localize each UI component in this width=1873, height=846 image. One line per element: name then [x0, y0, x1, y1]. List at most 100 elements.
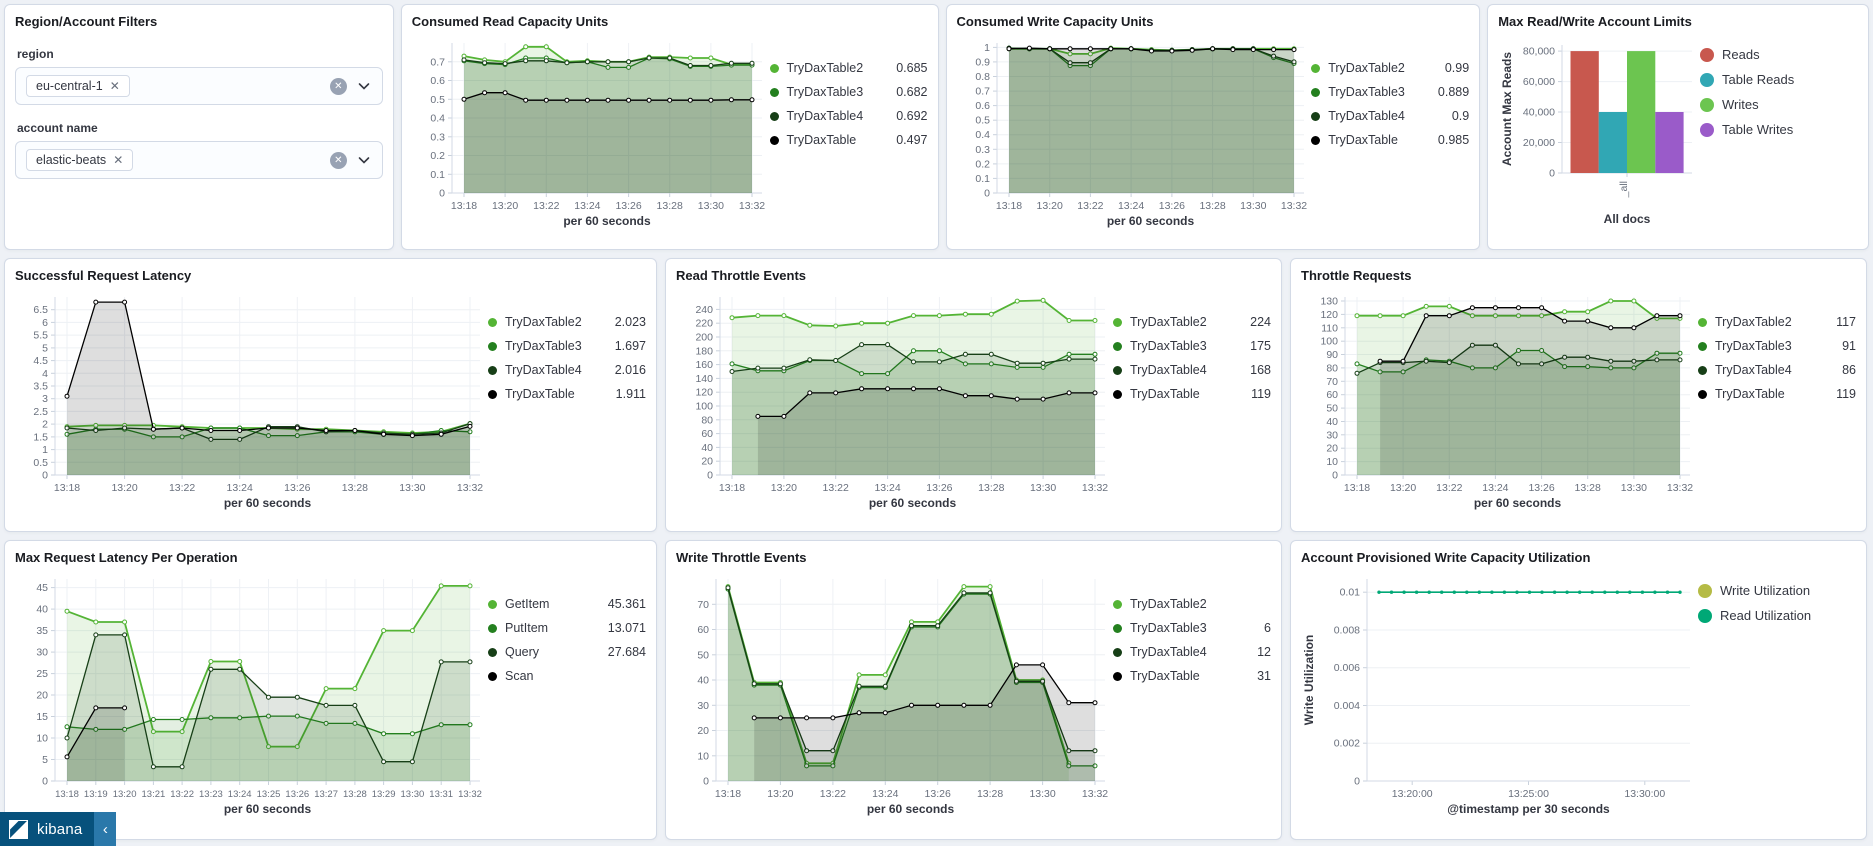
legend-series-value: 13.071 — [607, 621, 646, 635]
svg-text:13:18: 13:18 — [1344, 482, 1370, 494]
account-name-combobox[interactable]: elastic-beats ✕ ✕ — [15, 141, 383, 179]
clear-selection-icon[interactable]: ✕ — [329, 151, 347, 169]
chevron-down-icon[interactable] — [356, 152, 372, 168]
legend-series-label: Write Utilization — [1720, 583, 1811, 598]
svg-text:90: 90 — [1326, 349, 1338, 361]
legend-series-label: TryDaxTable3 — [1130, 339, 1207, 353]
series-color-dot-icon — [769, 63, 779, 73]
legend-item-writes[interactable]: Writes — [1700, 97, 1858, 112]
legend-item-trydaxtable[interactable]: TryDaxTable 1.911 — [488, 387, 646, 401]
region-selected-pill[interactable]: eu-central-1 ✕ — [26, 75, 130, 97]
panel-title: Max Read/Write Account Limits — [1498, 14, 1692, 29]
legend-series-label: Reads — [1722, 47, 1760, 62]
svg-text:50: 50 — [697, 649, 709, 661]
legend-series-label: PutItem — [505, 621, 549, 635]
legend-item-trydaxtable4[interactable]: TryDaxTable4 168 — [1113, 363, 1271, 377]
svg-text:13:30: 13:30 — [1029, 788, 1055, 800]
svg-text:13:27: 13:27 — [314, 789, 338, 800]
legend-series-label: TryDaxTable4 — [1715, 363, 1792, 377]
legend-item-query[interactable]: Query 27.684 — [488, 645, 646, 659]
region-combobox[interactable]: eu-central-1 ✕ ✕ — [15, 67, 383, 105]
chart-canvas-request-latency[interactable]: 0 0.5 1 1.5 2 2.5 3 3.5 4 4.5 5 5.5 6 6.5 13:18 13:20 13… — [15, 287, 488, 511]
legend-item-table-writes[interactable]: Table Writes — [1700, 122, 1858, 137]
legend-item-trydaxtable2[interactable]: TryDaxTable2 224 — [1113, 315, 1271, 329]
series-color-dot-icon — [488, 599, 497, 609]
legend-item-reads[interactable]: Reads — [1700, 47, 1858, 62]
chart-canvas-read-throttle[interactable]: 0 20 40 60 80 100 120 140 160 180 200 220 240 13:18 13… — [676, 287, 1113, 511]
legend-series-label: TryDaxTable3 — [786, 85, 864, 99]
remove-pill-icon[interactable]: ✕ — [113, 153, 124, 167]
svg-text:10: 10 — [1326, 456, 1338, 468]
legend-series-label: Table Reads — [1722, 72, 1795, 87]
chart-canvas-write-throttle[interactable]: 0 10 20 30 40 50 60 70 13:18 13:20 13:22 13:24 13:26… — [676, 569, 1113, 817]
legend-item-trydaxtable3[interactable]: TryDaxTable3 175 — [1113, 339, 1271, 353]
legend-item-getitem[interactable]: GetItem 45.361 — [488, 597, 646, 611]
series-color-dot-icon — [1698, 608, 1712, 623]
svg-text:13:20: 13:20 — [767, 788, 793, 800]
svg-text:5: 5 — [42, 342, 48, 354]
chart-canvas-read-capacity[interactable]: 0 0.1 0.2 0.3 0.4 0.5 0.6 0.7 13:18 13:20 13:22 13:… — [412, 33, 770, 229]
svg-text:13:32: 13:32 — [1667, 482, 1693, 494]
collapse-nav-chevron-icon[interactable]: ‹ — [94, 812, 117, 846]
legend-item-trydaxtable2[interactable]: TryDaxTable2 117 — [1698, 315, 1856, 329]
legend-item-read-utilization[interactable]: Read Utilization — [1698, 608, 1856, 623]
account-name-pill-label: elastic-beats — [36, 153, 107, 167]
svg-text:10: 10 — [697, 750, 709, 762]
legend-item-trydaxtable4[interactable]: TryDaxTable4 12 — [1113, 645, 1271, 659]
panel-write-throttle-events: Write Throttle Events 0 10 20 30 40 50 60 70 13:… — [665, 540, 1282, 840]
svg-text:13:18: 13:18 — [719, 482, 745, 494]
svg-text:3: 3 — [42, 393, 48, 405]
legend-item-trydaxtable2[interactable]: TryDaxTable2 0.685 — [769, 61, 928, 75]
chart-svg: 00.511.522.533.544.555.566.5 13:18 13:20 13… — [33, 297, 483, 510]
legend-item-putitem[interactable]: PutItem 13.071 — [488, 621, 646, 635]
region-pill-label: eu-central-1 — [36, 79, 103, 93]
svg-text:30: 30 — [1326, 429, 1338, 441]
legend-item-trydaxtable3[interactable]: TryDaxTable3 1.697 — [488, 339, 646, 353]
svg-text:13:24: 13:24 — [872, 788, 898, 800]
legend-item-trydaxtable2[interactable]: TryDaxTable2 0.99 — [1311, 61, 1469, 75]
account-name-selected-pill[interactable]: elastic-beats ✕ — [26, 149, 134, 171]
legend-item-trydaxtable4[interactable]: TryDaxTable4 0.692 — [769, 109, 928, 123]
legend-item-trydaxtable[interactable]: TryDaxTable 119 — [1698, 387, 1856, 401]
chart-canvas-write-utilization[interactable]: 0 0.002 0.004 0.006 0.008 0.01 13:20:00 13:25:0… — [1301, 569, 1698, 817]
legend-series-value: 91 — [1842, 339, 1856, 353]
panel-consumed-write-capacity: Consumed Write Capacity Units 0 0.1 0.2 0.3… — [945, 4, 1481, 250]
chart-legend: TryDaxTable2 224 TryDaxTable3 175 TryDaxTabl… — [1113, 287, 1271, 511]
legend-item-write-utilization[interactable]: Write Utilization — [1698, 583, 1856, 598]
legend-item-trydaxtable3[interactable]: TryDaxTable3 91 — [1698, 339, 1856, 353]
legend-series-value: 0.99 — [1444, 61, 1470, 75]
legend-item-trydaxtable4[interactable]: TryDaxTable4 2.016 — [488, 363, 646, 377]
svg-text:80,000: 80,000 — [1523, 46, 1555, 58]
legend-item-trydaxtable4[interactable]: TryDaxTable4 86 — [1698, 363, 1856, 377]
chart-svg: 0 0.1 0.2 0.3 0.4 0.5 0.6 0.7 0.8 0.9 1 13:18 13:20 1… — [975, 42, 1307, 228]
legend-item-trydaxtable[interactable]: TryDaxTable 119 — [1113, 387, 1271, 401]
legend-series-label: Scan — [505, 669, 534, 683]
legend-item-trydaxtable3[interactable]: TryDaxTable3 0.889 — [1311, 85, 1469, 99]
svg-text:70: 70 — [1326, 376, 1338, 388]
legend-item-trydaxtable4[interactable]: TryDaxTable4 0.9 — [1311, 109, 1469, 123]
svg-text:0: 0 — [1332, 470, 1338, 482]
legend-item-trydaxtable[interactable]: TryDaxTable 0.497 — [769, 133, 928, 147]
chart-canvas-throttle-requests[interactable]: 0 10 20 30 40 50 60 70 80 90 100 110 120 130 13:18 13:2… — [1301, 287, 1698, 511]
clear-selection-icon[interactable]: ✕ — [329, 77, 347, 95]
chart-canvas-write-capacity[interactable]: 0 0.1 0.2 0.3 0.4 0.5 0.6 0.7 0.8 0.9 1 13:18 13:20 1… — [957, 33, 1312, 229]
legend-series-value: 224 — [1250, 315, 1271, 329]
legend-item-scan[interactable]: Scan — [488, 669, 646, 683]
legend-item-trydaxtable2[interactable]: TryDaxTable2 2.023 — [488, 315, 646, 329]
svg-text:13:22: 13:22 — [823, 482, 849, 494]
svg-text:0.006: 0.006 — [1334, 662, 1360, 674]
legend-item-trydaxtable2[interactable]: TryDaxTable2 — [1113, 597, 1271, 611]
legend-item-trydaxtable[interactable]: TryDaxTable 31 — [1113, 669, 1271, 683]
legend-series-value: 2.016 — [614, 363, 646, 377]
chart-canvas-max-latency-op[interactable]: 0 5 10 15 20 25 30 35 40 45 13:18 13:19 13:20 13:21 13… — [15, 569, 488, 817]
chevron-down-icon[interactable] — [356, 78, 372, 94]
dashboard-row-2: Successful Request Latency 0 0.5 1 1.5 2 2.5 3… — [4, 258, 1869, 532]
legend-item-trydaxtable3[interactable]: TryDaxTable3 0.682 — [769, 85, 928, 99]
legend-item-trydaxtable3[interactable]: TryDaxTable3 6 — [1113, 621, 1271, 635]
svg-text:80: 80 — [1326, 362, 1338, 374]
legend-item-table-reads[interactable]: Table Reads — [1700, 72, 1858, 87]
svg-text:0.1: 0.1 — [430, 169, 445, 181]
legend-item-trydaxtable[interactable]: TryDaxTable 0.985 — [1311, 133, 1469, 147]
chart-canvas-account-limits[interactable]: 0 20,000 40,000 60,000 80,000 _all All docs Acc… — [1498, 33, 1700, 229]
remove-pill-icon[interactable]: ✕ — [109, 79, 120, 93]
